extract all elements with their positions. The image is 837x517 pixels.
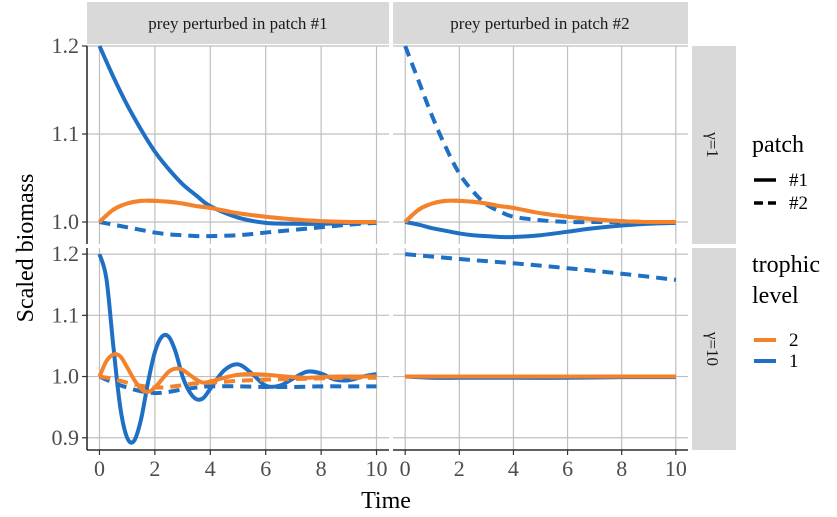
panels-layer: 1.0 1.1 1.2 0.9 1.0 1.1 1.2 0 2 4 6 8 10 0 2 4 6 8 10 <box>52 33 688 481</box>
y-tick-label: 0.9 <box>52 425 80 450</box>
series-line-trophic2-patch2 <box>98 198 377 225</box>
y-tick-label: 1.2 <box>52 241 80 266</box>
legend-trophic-title-line1: trophic <box>752 252 820 278</box>
x-tick-label: 0 <box>400 456 411 481</box>
series-line-trophic2-patch2 <box>99 374 377 390</box>
facet-strip-row-2 <box>692 248 736 450</box>
facet-strip-row-1-label: γ=1 <box>703 131 722 158</box>
series-line-trophic1-patch2 <box>99 220 377 239</box>
legend-patch-title: patch <box>752 132 804 158</box>
facet-strip-row-2-label: γ=10 <box>703 331 722 366</box>
series-line-trophic1-patch2 <box>404 252 677 282</box>
x-tick-label: 4 <box>205 456 216 481</box>
legend-trophic-1-label: 1 <box>789 351 799 372</box>
x-tick-label: 8 <box>616 456 627 481</box>
series-line-trophic1-patch1 <box>97 45 377 226</box>
x-tick-label: 2 <box>149 456 160 481</box>
series-line-trophic1-patch1 <box>404 220 676 240</box>
y-tick-label: 1.0 <box>52 209 80 234</box>
series-line-trophic2-patch2 <box>403 198 676 225</box>
y-tick-label: 1.0 <box>52 364 80 389</box>
y-tick-label: 1.1 <box>52 302 80 327</box>
legend-patch-2-label: #2 <box>789 193 808 214</box>
y-axis-title: Scaled biomass <box>13 174 39 323</box>
series-line-trophic2-patch1 <box>97 352 377 394</box>
facet-strip-col-1-label: prey perturbed in patch #1 <box>148 14 327 33</box>
y-tick-label: 1.1 <box>52 121 80 146</box>
x-axis-title: Time <box>361 488 411 514</box>
x-tick-label: 6 <box>260 456 271 481</box>
x-tick-label: 2 <box>454 456 465 481</box>
legend-patch-1-label: #1 <box>789 170 808 191</box>
legend-trophic-2-label: 2 <box>789 330 799 351</box>
facet-strip-row-1 <box>692 46 736 244</box>
x-tick-label: 6 <box>562 456 573 481</box>
y-tick-label: 1.2 <box>52 33 80 58</box>
x-tick-label: 4 <box>508 456 519 481</box>
legend-trophic-title-line2: level <box>752 283 799 309</box>
facet-strip-col-1 <box>87 2 389 44</box>
x-tick-label: 8 <box>316 456 327 481</box>
facet-strip-col-2 <box>393 2 688 44</box>
legend: patch #1 #2 trophic level 2 1 <box>752 132 820 372</box>
x-tick-label: 0 <box>94 456 105 481</box>
series-line-trophic1-patch1 <box>97 253 377 445</box>
x-tick-label: 10 <box>665 456 687 481</box>
x-tick-label: 10 <box>366 456 388 481</box>
series-line-trophic1-patch2 <box>98 374 377 396</box>
facet-strip-col-2-label: prey perturbed in patch #2 <box>450 14 629 33</box>
